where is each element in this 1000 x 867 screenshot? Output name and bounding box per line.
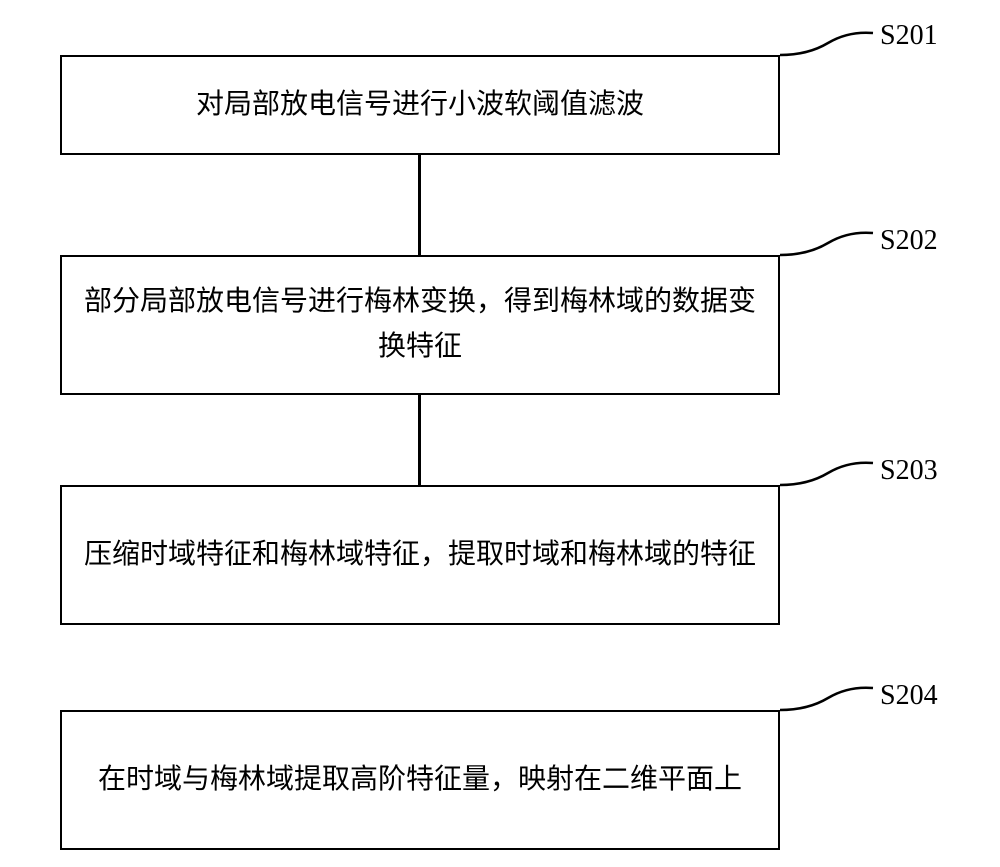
step-box-s203: 压缩时域特征和梅林域特征，提取时域和梅林域的特征 [60,485,780,625]
step-text-s204: 在时域与梅林域提取高阶特征量，映射在二维平面上 [98,758,742,803]
step-label-s202: S202 [880,225,938,257]
step-label-s203: S203 [880,455,938,487]
curve-s202 [778,228,878,263]
step-label-s201: S201 [880,20,938,52]
curve-s203 [778,458,878,493]
step-label-s204: S204 [880,680,938,712]
step-text-s201: 对局部放电信号进行小波软阈值滤波 [196,83,644,128]
curve-s204 [778,683,878,718]
step-text-s202: 部分局部放电信号进行梅林变换，得到梅林域的数据变换特征 [82,280,758,370]
curve-s201 [778,28,878,63]
step-text-s203: 压缩时域特征和梅林域特征，提取时域和梅林域的特征 [84,533,756,578]
flowchart-container: 对局部放电信号进行小波软阈值滤波 S201 部分局部放电信号进行梅林变换，得到梅… [0,0,1000,867]
step-box-s204: 在时域与梅林域提取高阶特征量，映射在二维平面上 [60,710,780,850]
connector-2 [418,395,421,485]
step-box-s202: 部分局部放电信号进行梅林变换，得到梅林域的数据变换特征 [60,255,780,395]
step-box-s201: 对局部放电信号进行小波软阈值滤波 [60,55,780,155]
connector-1 [418,155,421,255]
